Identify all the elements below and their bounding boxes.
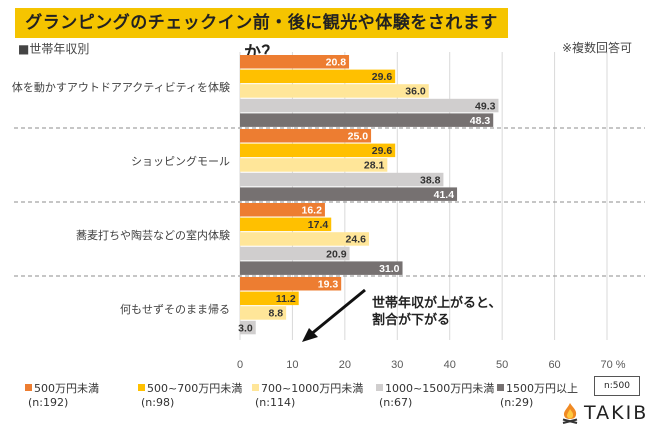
bar-value-label: 41.4 xyxy=(434,189,455,201)
x-tick-label: 50 xyxy=(496,359,508,371)
legend-item: 1500万円以上 (n:29) xyxy=(497,382,578,410)
annotation-line-2: 割合が下がる xyxy=(372,313,451,328)
legend-sample-size: (n:29) xyxy=(500,396,534,409)
category-label: 蕎麦打ちや陶芸などの室内体験 xyxy=(76,228,230,242)
bar-value-label: 20.8 xyxy=(326,57,347,69)
legend-label: 1000~1500万円未満 xyxy=(385,382,495,395)
bars: 20.829.636.049.348.325.029.628.138.841.4… xyxy=(238,55,499,335)
category-labels: 体を動かすアウトドアアクティビティを体験ショッピングモール蕎麦打ちや陶芸などの室… xyxy=(12,80,230,316)
legend-sample-size: (n:192) xyxy=(28,396,69,409)
bar xyxy=(240,261,403,275)
bar-value-label: 48.3 xyxy=(470,115,491,127)
bar-value-label: 38.8 xyxy=(420,174,441,186)
bar-value-label: 28.1 xyxy=(364,160,385,172)
x-tick-label: 20 xyxy=(339,359,351,371)
arrow-head-icon xyxy=(302,328,318,342)
bar-value-label: 49.3 xyxy=(475,100,496,112)
bar xyxy=(240,306,287,320)
legend-swatch xyxy=(25,384,32,391)
bar-value-label: 19.3 xyxy=(318,279,339,291)
x-tick-label: 40 xyxy=(444,359,456,371)
x-axis-ticks: 0 10 20 30 40 50 60 70 % xyxy=(237,359,626,371)
bar-value-label: 29.6 xyxy=(372,145,393,157)
trend-annotation: 世帯年収が上がると、 割合が下がる xyxy=(372,295,501,329)
bar-value-label: 17.4 xyxy=(308,219,329,231)
bar xyxy=(240,158,388,172)
x-tick-label: 0 xyxy=(237,359,243,371)
bar-value-label: 16.2 xyxy=(301,205,322,217)
bar xyxy=(240,129,372,143)
category-label: 体を動かすアウトドアアクティビティを体験 xyxy=(12,80,230,94)
bar-value-label: 8.8 xyxy=(269,308,284,320)
legend-swatch xyxy=(252,384,259,391)
category-label: 何もせずそのまま帰る xyxy=(120,303,230,316)
trend-arrow xyxy=(302,288,366,342)
legend-label: 1500万円以上 xyxy=(506,382,578,395)
bar-value-label: 29.6 xyxy=(372,71,393,83)
bar-value-label: 36.0 xyxy=(405,86,426,98)
x-tick-label: 10 xyxy=(286,359,298,371)
bar xyxy=(240,69,396,84)
legend-item: 500~700万円未満 (n:98) xyxy=(138,382,242,410)
bar xyxy=(240,217,332,232)
bar xyxy=(240,246,350,261)
bar-value-label: 24.6 xyxy=(346,234,367,246)
x-tick-label: 70 % xyxy=(600,359,625,371)
bar xyxy=(240,277,342,291)
legend-sample-size: (n:98) xyxy=(141,396,175,409)
legend-label: 500万円未満 xyxy=(34,382,99,395)
bar xyxy=(240,172,444,187)
bar xyxy=(240,55,350,69)
bar xyxy=(240,232,369,246)
title-banner xyxy=(15,8,508,38)
bar xyxy=(240,84,429,98)
legend-sample-size: (n:67) xyxy=(379,396,413,409)
legend-swatch xyxy=(497,384,504,391)
bar xyxy=(240,98,499,113)
legend-label: 500~700万円未満 xyxy=(147,382,243,395)
chart-subtitle: ■世帯年収別 xyxy=(18,42,90,56)
bar-value-label: 11.2 xyxy=(276,293,296,305)
category-separators xyxy=(14,127,645,277)
bar xyxy=(240,113,494,127)
bar xyxy=(240,320,256,335)
takibi-logo: TAKIBI xyxy=(560,401,650,425)
bar xyxy=(240,291,299,306)
legend-label: 700~1000万円未満 xyxy=(261,382,364,395)
legend-swatch xyxy=(376,384,383,391)
logo-text: TAKIBI xyxy=(584,402,650,424)
category-label: ショッピングモール xyxy=(131,154,230,168)
bar-value-label: 20.9 xyxy=(326,248,347,260)
legend-item: 500万円未満 (n:192) xyxy=(25,382,99,410)
annotation-line-1: 世帯年収が上がると、 xyxy=(372,296,502,311)
x-tick-label: 30 xyxy=(391,359,403,371)
multiple-answer-note: ※複数回答可 xyxy=(561,41,632,55)
bar xyxy=(240,203,325,217)
bar-value-label: 3.0 xyxy=(238,322,253,334)
sample-size-box: n:500 xyxy=(594,376,640,396)
legend-swatch xyxy=(138,384,145,391)
bar-value-label: 31.0 xyxy=(379,263,400,275)
legend-item: 1000~1500万円未満 (n:67) xyxy=(376,382,494,410)
bar xyxy=(240,143,396,158)
campfire-icon xyxy=(562,403,578,424)
legend-sample-size: (n:114) xyxy=(255,396,296,409)
arrow-shaft xyxy=(309,288,366,337)
bar xyxy=(240,187,458,201)
legend-item: 700~1000万円未満 (n:114) xyxy=(252,382,363,410)
x-tick-label: 60 xyxy=(548,359,560,371)
bar-value-label: 25.0 xyxy=(348,131,369,143)
